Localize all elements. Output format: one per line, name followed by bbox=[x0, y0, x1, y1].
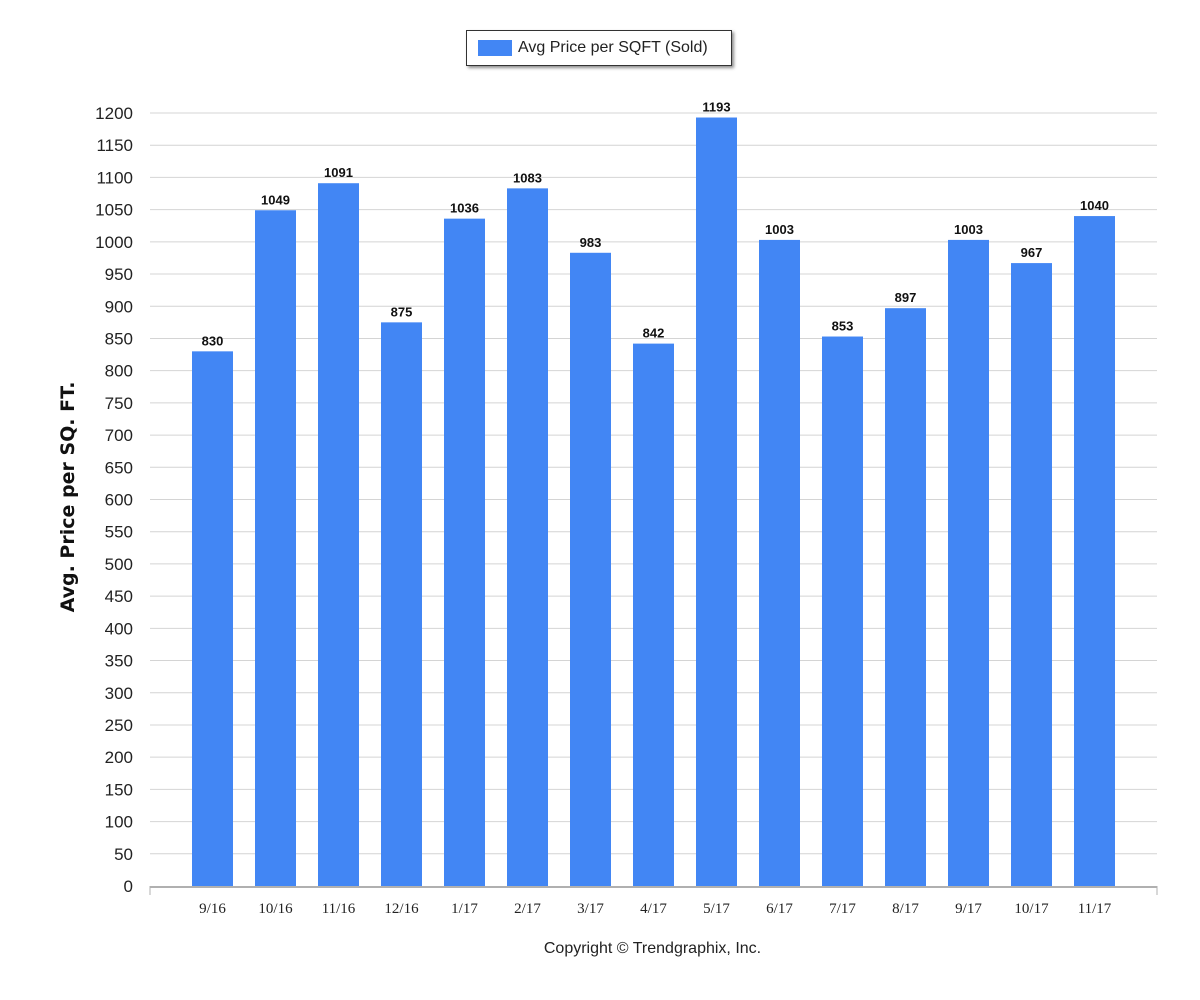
bar[interactable] bbox=[255, 210, 296, 886]
y-tick-label: 700 bbox=[105, 426, 133, 445]
bar[interactable] bbox=[192, 351, 233, 886]
data-label: 983 bbox=[580, 235, 602, 250]
bar[interactable] bbox=[381, 322, 422, 887]
data-label: 875 bbox=[391, 304, 413, 319]
bar[interactable] bbox=[822, 336, 863, 886]
x-tick-label: 1/17 bbox=[451, 901, 478, 917]
x-tick-label: 7/17 bbox=[829, 901, 856, 917]
legend[interactable]: Avg Price per SQFT (Sold) bbox=[466, 30, 732, 66]
y-tick-label: 50 bbox=[114, 845, 133, 864]
y-tick-label: 900 bbox=[105, 297, 133, 316]
legend-swatch bbox=[478, 40, 512, 56]
data-label: 1083 bbox=[513, 170, 542, 185]
y-tick-label: 1200 bbox=[95, 104, 133, 123]
y-tick-label: 250 bbox=[105, 716, 133, 735]
data-label: 853 bbox=[832, 319, 854, 334]
y-tick-label: 550 bbox=[105, 523, 133, 542]
x-tick-label: 10/16 bbox=[258, 901, 293, 917]
bar[interactable] bbox=[570, 252, 611, 886]
data-label: 1003 bbox=[765, 222, 794, 237]
x-tick-label: 8/17 bbox=[892, 901, 919, 917]
data-label: 897 bbox=[895, 290, 917, 305]
y-tick-label: 200 bbox=[105, 748, 133, 767]
bar[interactable] bbox=[507, 188, 548, 886]
bar[interactable] bbox=[633, 343, 674, 886]
y-tick-label: 1150 bbox=[96, 136, 133, 155]
bar[interactable] bbox=[1074, 216, 1115, 887]
data-label: 1040 bbox=[1080, 198, 1109, 213]
bar[interactable] bbox=[948, 239, 989, 887]
y-tick-label: 350 bbox=[105, 652, 133, 671]
data-label: 1003 bbox=[954, 222, 983, 237]
x-tick-label: 2/17 bbox=[514, 901, 541, 917]
y-tick-label: 1000 bbox=[95, 233, 133, 252]
y-tick-label: 850 bbox=[105, 329, 133, 348]
data-label: 1193 bbox=[702, 100, 730, 115]
y-tick-label: 800 bbox=[105, 362, 133, 381]
bar[interactable] bbox=[1011, 263, 1052, 886]
y-tick-label: 300 bbox=[105, 684, 133, 703]
bar[interactable] bbox=[885, 308, 926, 886]
x-tick-label: 6/17 bbox=[766, 901, 793, 917]
x-tick-label: 11/16 bbox=[322, 901, 356, 917]
data-label: 842 bbox=[643, 326, 665, 341]
x-tick-label: 9/17 bbox=[955, 901, 982, 917]
data-label: 1049 bbox=[261, 192, 290, 207]
data-label: 967 bbox=[1021, 245, 1043, 260]
x-tick-label: 11/17 bbox=[1078, 901, 1112, 917]
x-tick-label: 9/16 bbox=[199, 901, 226, 917]
y-tick-label: 0 bbox=[124, 877, 133, 896]
y-tick-label: 950 bbox=[105, 265, 133, 284]
y-tick-labels: 0 50 100 150 200 250 300 350 400 450 500 550 600 650 7… bbox=[95, 104, 133, 896]
x-tick-label: 10/17 bbox=[1014, 901, 1049, 917]
legend-label: Avg Price per SQFT (Sold) bbox=[518, 39, 708, 56]
data-label: 830 bbox=[202, 333, 224, 348]
data-label: 1036 bbox=[450, 201, 479, 216]
y-tick-label: 150 bbox=[105, 780, 133, 799]
copyright-footer: Copyright © Trendgraphix, Inc. bbox=[543, 940, 762, 957]
data-label: 1091 bbox=[324, 165, 353, 180]
y-tick-label: 650 bbox=[105, 458, 133, 477]
y-tick-label: 750 bbox=[105, 394, 133, 413]
y-tick-label: 600 bbox=[105, 491, 133, 510]
bars bbox=[192, 117, 1115, 887]
bar[interactable] bbox=[318, 183, 359, 886]
y-tick-label: 100 bbox=[105, 813, 133, 832]
bar[interactable] bbox=[444, 218, 485, 887]
y-tick-label: 1100 bbox=[96, 168, 133, 187]
y-tick-label: 1050 bbox=[95, 201, 133, 220]
y-tick-label: 400 bbox=[105, 619, 133, 638]
x-tick-label: 4/17 bbox=[640, 901, 667, 917]
x-tick-label: 3/17 bbox=[577, 901, 604, 917]
bar[interactable] bbox=[759, 239, 800, 887]
x-axis: 9/16 10/16 11/16 12/16 1/17 2/17 3/17 4/17 5/17 6… bbox=[149, 886, 1158, 917]
bar[interactable] bbox=[696, 117, 737, 887]
y-tick-label: 450 bbox=[105, 587, 133, 606]
data-labels: 830 1049 1091 875 1036 1083 983 842 1193 1003 853 8… bbox=[202, 100, 1109, 349]
x-tick-label: 12/16 bbox=[384, 901, 419, 917]
x-tick-label: 5/17 bbox=[703, 901, 730, 917]
y-tick-label: 500 bbox=[105, 555, 133, 574]
